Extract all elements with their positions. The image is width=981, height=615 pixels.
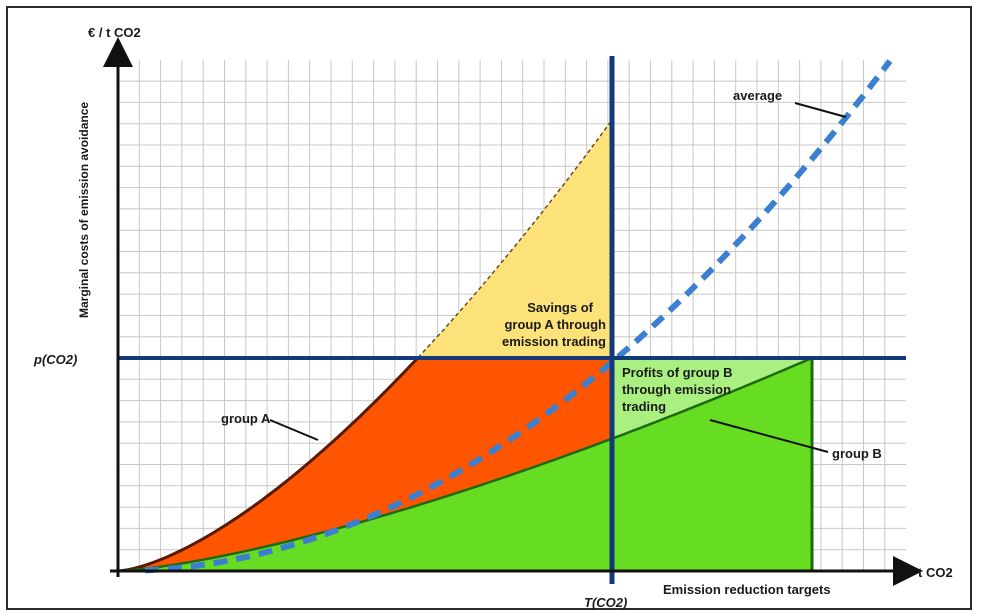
group-b-label: group B: [832, 446, 882, 461]
target-label: T(CO2): [584, 595, 627, 610]
group-a-pointer: [269, 419, 319, 441]
group-b-cost-area: [118, 358, 812, 571]
average-pointer: [794, 102, 847, 118]
profits-annotation-line-1: Profits of group B: [622, 365, 733, 380]
group-b-pointer: [709, 419, 829, 453]
x-unit-label: t CO2: [918, 565, 953, 580]
average-curve: [144, 59, 893, 574]
savings-annotation-line-1: Savings of: [527, 300, 593, 315]
y-axis-title: Marginal costs of emission avoidance: [77, 102, 91, 318]
x-axis-title: Emission reduction targets: [663, 582, 831, 597]
profits-annotation-line-3: trading: [622, 399, 666, 414]
group-a-curve: [117, 356, 420, 573]
group-a-savings-area: [418, 120, 612, 358]
y-unit-label: € / t CO2: [88, 25, 141, 40]
group-b-curve: [117, 356, 813, 573]
savings-annotation-line-2: group A through: [504, 317, 606, 332]
savings-annotation-line-3: emission trading: [502, 334, 606, 349]
average-label: average: [733, 88, 782, 103]
group-a-label: group A: [221, 411, 271, 426]
profits-annotation-line-2: through emission: [622, 382, 731, 397]
group-a-curve-extension: [417, 119, 613, 359]
group-a-cost-area: [118, 357, 612, 571]
price-label: p(CO2): [33, 352, 77, 367]
